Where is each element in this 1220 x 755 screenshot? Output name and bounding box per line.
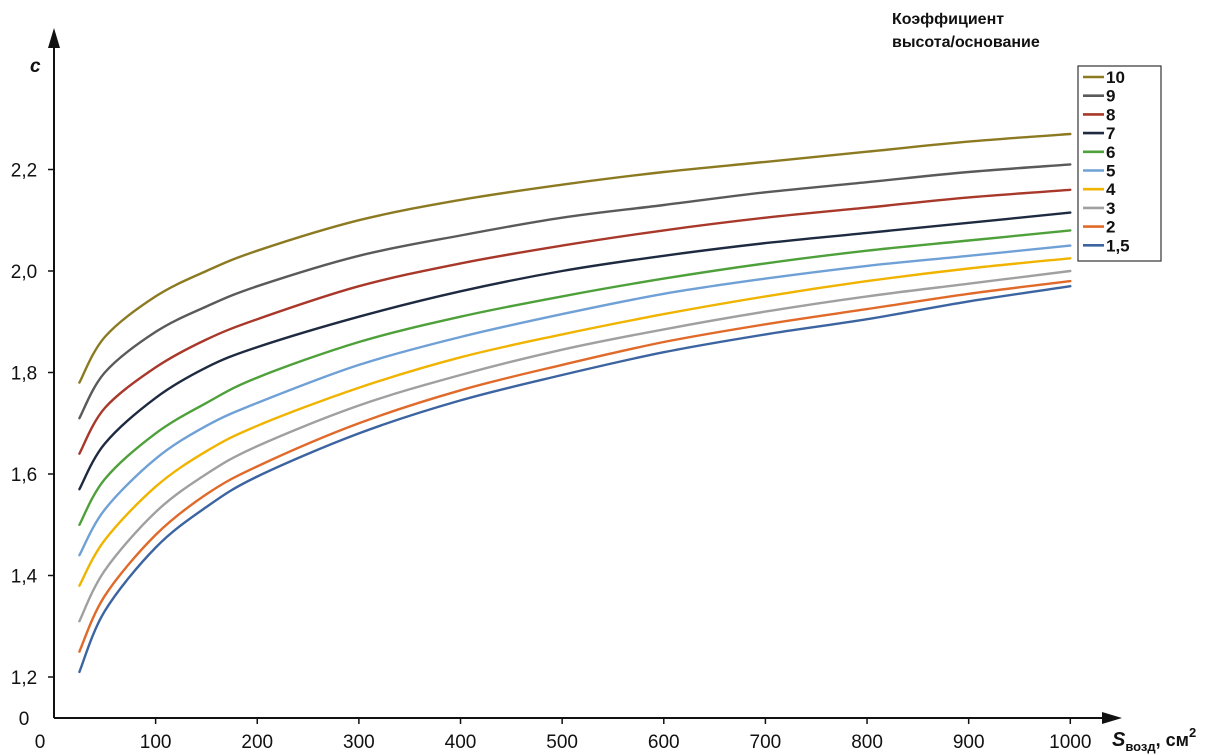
x-tick-label: 600 (648, 732, 680, 753)
series-lines (78, 132, 1072, 674)
series-line-5 (78, 229, 1072, 526)
legend-label: 3 (1106, 199, 1115, 218)
x-axis-label: Sвозд, см2 (1112, 725, 1196, 754)
y-tick-label: 1,4 (11, 567, 38, 588)
x-tick-label: 800 (851, 732, 883, 753)
legend-label: 6 (1106, 143, 1115, 162)
x-axis-label-sup: 2 (1189, 725, 1196, 740)
axes (48, 28, 1122, 724)
series-line-10 (78, 285, 1072, 674)
series-line-6 (78, 244, 1072, 557)
series-line-2 (78, 163, 1072, 420)
series-line-1 (78, 132, 1072, 384)
x-tick-label: 1000 (1049, 732, 1091, 753)
series-line-4 (78, 211, 1072, 491)
legend-label: 2 (1106, 218, 1115, 237)
series-line-3 (78, 188, 1072, 455)
x-tick-label: 0 (35, 732, 46, 753)
series-line-9 (78, 279, 1072, 653)
legend-label: 8 (1106, 105, 1115, 124)
series-line-8 (78, 269, 1072, 623)
y-tick-label: 0 (19, 709, 30, 730)
x-axis-label-main: S (1112, 729, 1126, 751)
series-line-7 (78, 257, 1072, 587)
x-tick-label: 300 (343, 732, 375, 753)
x-tick-label: 700 (750, 732, 782, 753)
legend: Коэффициент высота/основание 10987654321… (892, 11, 1162, 262)
legend-label: 5 (1106, 162, 1115, 181)
x-axis-label-sub: возд (1125, 739, 1156, 754)
x-tick-label: 100 (140, 732, 172, 753)
y-ticks: 0 1,2 1,4 1,6 1,8 2,0 2,2 (11, 161, 54, 730)
y-tick-label: 1,6 (11, 465, 37, 486)
x-tick-label: 400 (445, 732, 477, 753)
legend-label: 10 (1106, 68, 1125, 87)
y-tick-label: 2,2 (11, 161, 37, 182)
y-tick-label: 1,8 (11, 364, 37, 385)
y-tick-label: 1,2 (11, 668, 37, 689)
legend-title-line-1: Коэффициент (892, 11, 1004, 28)
y-tick-label: 2,0 (11, 262, 37, 283)
legend-label: 4 (1106, 180, 1116, 199)
legend-label: 9 (1106, 87, 1115, 106)
y-axis-arrow (48, 28, 60, 48)
legend-box (1077, 65, 1162, 262)
y-axis-label: c (30, 56, 41, 77)
legend-label: 1,5 (1106, 236, 1130, 255)
x-axis-arrow (1102, 712, 1122, 724)
legend-label: 7 (1106, 124, 1115, 143)
x-tick-label: 200 (241, 732, 273, 753)
x-axis-label-unit: , см (1156, 730, 1189, 750)
x-ticks: 0 100 200 300 400 500 600 700 800 900 1000 (35, 718, 1091, 753)
x-tick-label: 500 (546, 732, 578, 753)
legend-title-line-2: высота/основание (892, 34, 1040, 51)
x-tick-label: 900 (953, 732, 985, 753)
